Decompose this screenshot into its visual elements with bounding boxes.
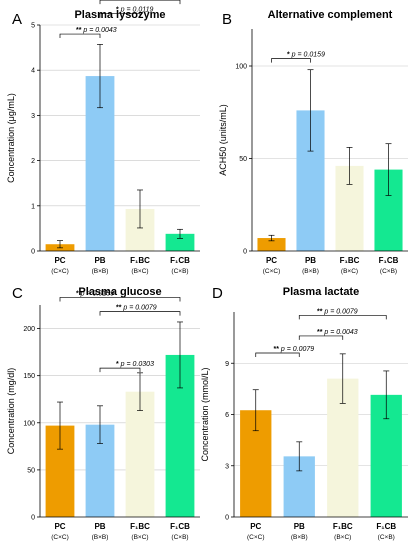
x-tick-label: F₁CB: [170, 522, 190, 531]
bar: [125, 391, 155, 517]
panel-label: B: [222, 11, 232, 28]
x-tick-sublabel: (B×B): [92, 534, 109, 541]
y-tick-label: 50: [239, 156, 247, 163]
significance-bracket: [298, 335, 344, 340]
y-tick-label: 0: [243, 249, 247, 256]
x-tick-sublabel: (C×B): [380, 268, 397, 275]
chart-panel-a: A Plasma lysozyme 0 1 2 3 4 5 Concentration (μg/…: [6, 0, 200, 275]
significance-bracket: [298, 315, 387, 320]
significance-label: * p = 0.0119: [116, 7, 154, 14]
x-tick-label: PB: [305, 256, 316, 265]
x-tick-label: F₁BC: [130, 256, 150, 265]
significance-bracket: [271, 58, 311, 63]
y-tick-label: 6: [225, 412, 229, 419]
x-tick-label: PC: [54, 522, 65, 531]
significance-label: * p = 0.0159: [287, 52, 325, 59]
significance-bracket: [99, 13, 141, 18]
x-tick-label: F₁CB: [170, 256, 190, 265]
y-tick-label: 0: [225, 515, 229, 522]
significance-label: ** p = 0.0079: [317, 308, 358, 315]
y-tick-label: 50: [27, 467, 35, 474]
y-tick-label: 3: [225, 463, 229, 470]
panel-label: D: [212, 285, 223, 302]
significance-bracket: [59, 297, 181, 302]
x-tick-label: F₁BC: [130, 522, 150, 531]
panel-label: C: [12, 285, 23, 302]
y-tick-label: 9: [225, 361, 229, 368]
significance-label: * p = 0.0303: [116, 361, 154, 368]
y-axis-label: Concentration (mg/dl): [6, 368, 16, 455]
chart-panel-c: C Plasma glucose 0 50 100 150 200 Concentration…: [6, 285, 200, 541]
x-tick-sublabel: (B×C): [334, 534, 351, 541]
significance-label: * p = 0.0159: [76, 290, 114, 297]
x-tick-sublabel: (B×B): [302, 268, 319, 275]
y-tick-label: 0: [31, 515, 35, 522]
y-axis-label: Concentration (μg/mL): [6, 93, 16, 183]
chart-title: Plasma lactate: [283, 286, 359, 298]
x-tick-label: PC: [266, 256, 277, 265]
y-tick-label: 3: [31, 113, 35, 120]
chart-panel-d: D Plasma lactate 0 3 6 9 Concentration (mmol/L…: [200, 285, 408, 541]
bar: [257, 238, 286, 251]
x-tick-sublabel: (C×C): [263, 268, 281, 275]
significance-bracket: [99, 311, 181, 316]
x-tick-sublabel: (B×C): [131, 534, 148, 541]
chart-title: Plasma glucose: [78, 286, 161, 298]
y-tick-label: 150: [23, 373, 35, 380]
x-tick-label: PC: [250, 522, 261, 531]
x-tick-sublabel: (C×C): [51, 268, 69, 275]
significance-bracket: [99, 0, 181, 5]
x-tick-label: F₁BC: [340, 256, 360, 265]
x-tick-sublabel: (C×B): [171, 534, 188, 541]
x-tick-sublabel: (B×B): [92, 268, 109, 275]
x-tick-sublabel: (B×C): [341, 268, 358, 275]
x-tick-sublabel: (B×C): [131, 268, 148, 275]
y-axis-label: Concentration (mmol/L): [200, 367, 210, 461]
x-tick-label: PB: [94, 256, 105, 265]
chart-title: Plasma lysozyme: [74, 9, 165, 21]
y-tick-label: 100: [23, 420, 35, 427]
significance-bracket: [99, 367, 141, 373]
significance-bracket: [59, 33, 101, 39]
x-tick-sublabel: (B×B): [291, 534, 308, 541]
y-tick-label: 5: [31, 23, 35, 30]
y-tick-label: 0: [31, 249, 35, 256]
y-tick-label: 200: [23, 326, 35, 333]
x-tick-sublabel: (C×B): [171, 268, 188, 275]
y-tick-label: 100: [235, 64, 247, 71]
chart-panel-b: B Alternative complement 0 50 100 ACH50 (unit…: [218, 9, 408, 275]
x-tick-label: PC: [54, 256, 65, 265]
x-tick-label: F₁CB: [376, 522, 396, 531]
x-tick-sublabel: (C×C): [247, 534, 265, 541]
bar: [165, 233, 195, 251]
significance-label: ** p = 0.0079: [116, 305, 157, 312]
x-tick-sublabel: (C×C): [51, 534, 69, 541]
y-tick-label: 1: [31, 203, 35, 210]
panel-label: A: [12, 11, 22, 28]
chart-title: Alternative complement: [268, 9, 393, 21]
y-tick-label: 4: [31, 68, 35, 75]
y-tick-label: 2: [31, 158, 35, 165]
y-axis-label: ACH50 (units/mL): [218, 104, 228, 176]
x-tick-label: PB: [94, 522, 105, 531]
x-tick-label: F₁BC: [333, 522, 353, 531]
significance-label: ** p = 0.0043: [317, 329, 358, 336]
significance-label: ** p = 0.0079: [274, 346, 315, 353]
x-tick-sublabel: (C×B): [378, 534, 395, 541]
significance-bracket: [255, 352, 300, 357]
x-tick-label: PB: [294, 522, 305, 531]
significance-label: ** p = 0.0043: [76, 27, 117, 34]
x-tick-label: F₁CB: [379, 256, 399, 265]
